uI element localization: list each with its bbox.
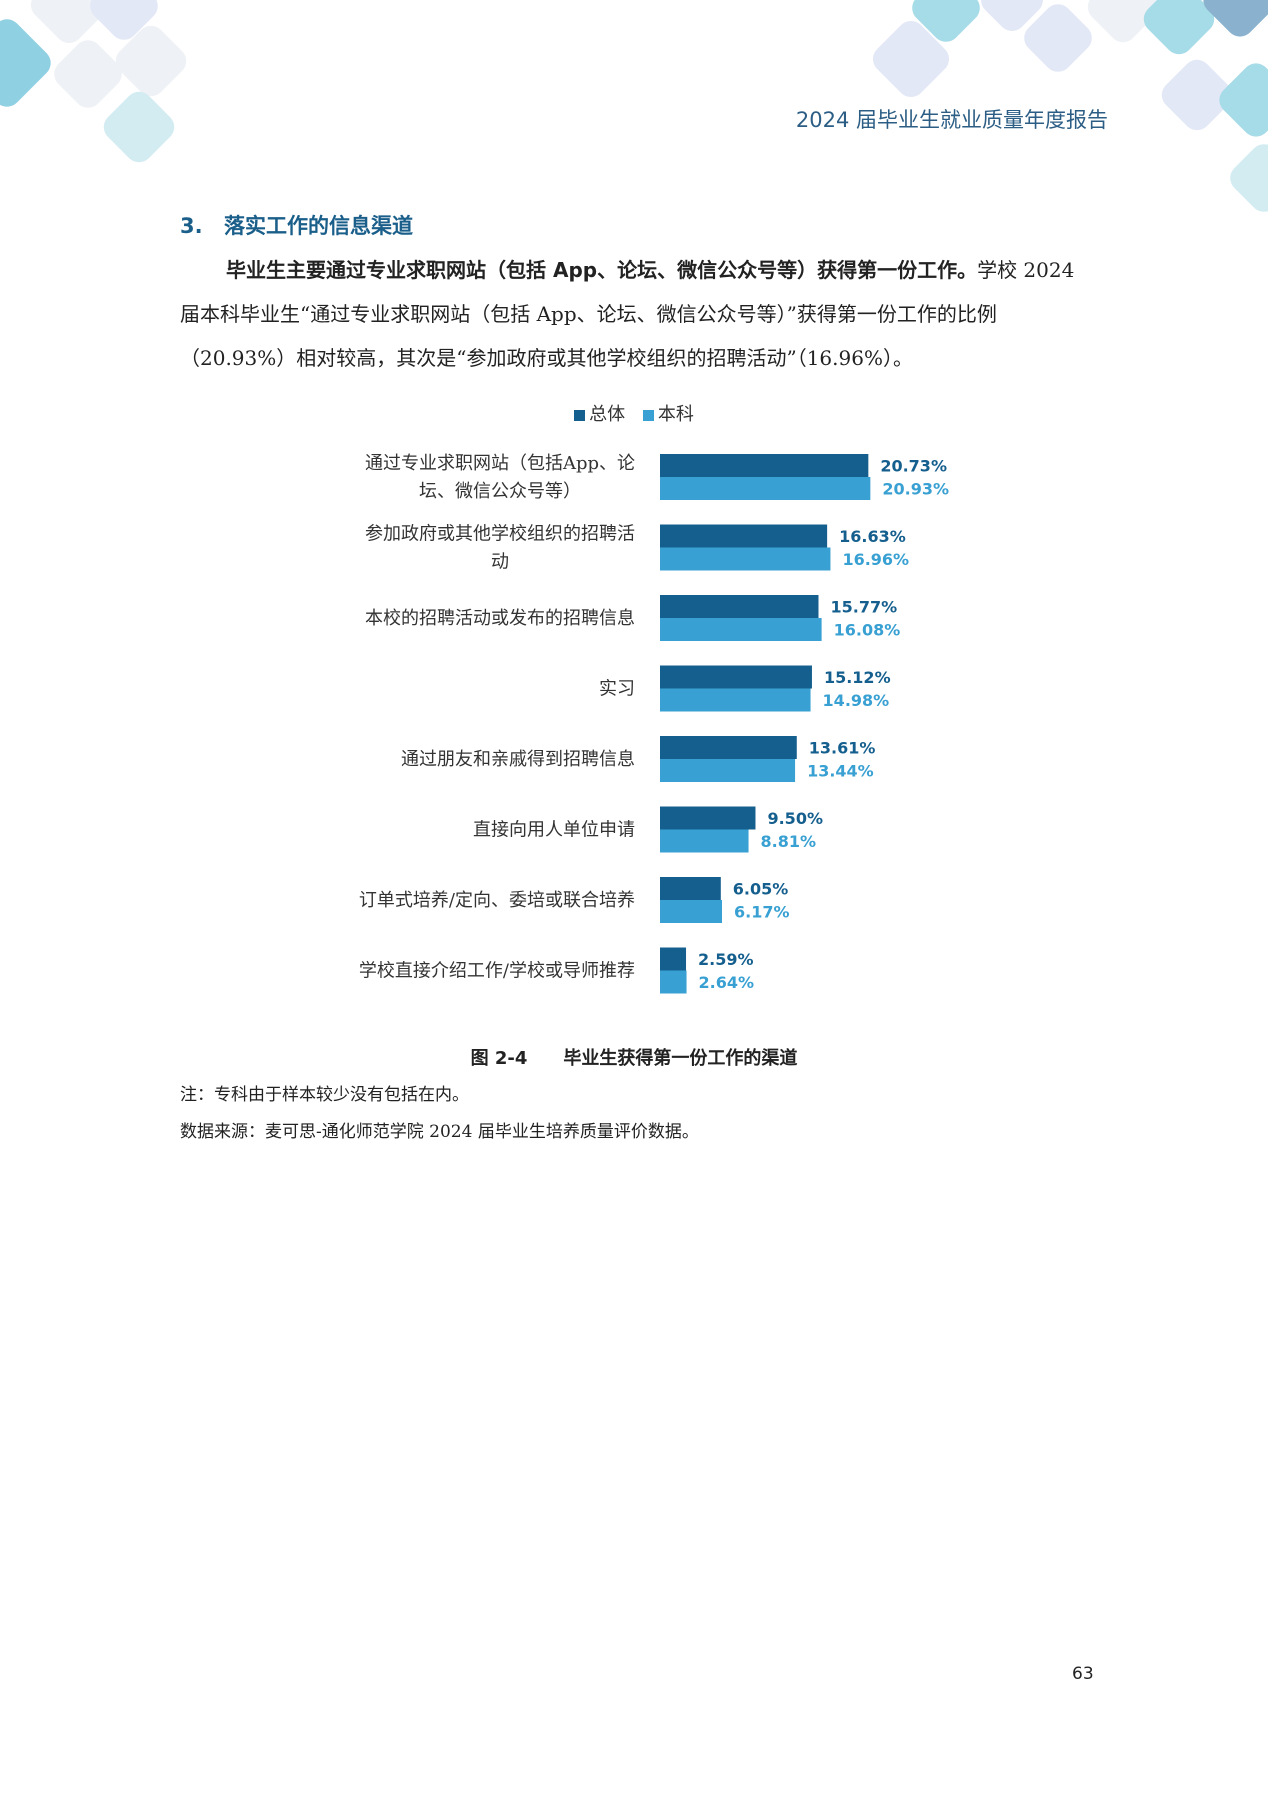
figure-title: 毕业生获得第一份工作的渠道 xyxy=(563,1048,798,1069)
bar-total xyxy=(660,595,819,618)
bar-undergrad xyxy=(660,618,822,641)
body-paragraph: 毕业生主要通过专业求职网站（包括 App、论坛、微信公众号等）获得第一份工作。学… xyxy=(180,248,1100,380)
figure-number: 图 2-4 xyxy=(470,1048,528,1069)
category-label: 参加政府或其他学校组织的招聘活 xyxy=(365,524,635,545)
bar-chart: 通过专业求职网站（包括App、论坛、微信公众号等） 20.73% 20.93% 参加政… xyxy=(359,453,949,994)
data-label-undergrad: 2.64% xyxy=(699,973,755,992)
bar-undergrad xyxy=(660,688,811,712)
bar-undergrad xyxy=(660,900,723,923)
data-label-undergrad: 16.08% xyxy=(834,621,901,640)
paragraph-lead: 毕业生主要通过专业求职网站（包括 App、论坛、微信公众号等）获得第一份工作。 xyxy=(226,258,978,282)
bar-total xyxy=(660,454,869,477)
bar-undergrad xyxy=(660,477,871,500)
data-label-undergrad: 8.81% xyxy=(761,832,817,851)
category-label: 订单式培养/定向、委培或联合培养 xyxy=(359,890,635,911)
data-label-total: 13.61% xyxy=(809,739,876,758)
bar-total xyxy=(660,947,687,971)
legend-item-undergrad: 本科 xyxy=(642,404,694,425)
data-label-total: 9.50% xyxy=(767,809,823,828)
bar-total xyxy=(660,877,721,900)
legend-swatch-total xyxy=(574,409,586,421)
category-label: 通过专业求职网站（包括App、论 xyxy=(365,453,635,474)
chart-legend: 总体 本科 xyxy=(0,400,1268,426)
legend-label-total: 总体 xyxy=(589,404,626,425)
data-label-total: 16.63% xyxy=(839,527,906,546)
data-label-total: 20.73% xyxy=(880,457,947,476)
legend-item-total: 总体 xyxy=(574,404,625,425)
data-label-undergrad: 16.96% xyxy=(842,550,909,569)
category-label: 本校的招聘活动或发布的招聘信息 xyxy=(365,608,635,629)
category-label: 实习 xyxy=(599,679,635,700)
bar-total xyxy=(660,665,812,689)
bar-total xyxy=(660,524,828,548)
legend-label-undergrad: 本科 xyxy=(657,404,694,425)
category-label: 坛、微信公众号等） xyxy=(419,481,581,502)
bar-total xyxy=(660,806,756,830)
data-label-undergrad: 13.44% xyxy=(807,762,874,781)
data-source: 数据来源：麦可思-通化师范学院 2024 届毕业生培养质量评价数据。 xyxy=(180,1122,699,1142)
category-label: 通过朋友和亲戚得到招聘信息 xyxy=(401,749,635,770)
category-label: 学校直接介绍工作/学校或导师推荐 xyxy=(359,961,635,982)
section-number: 3. xyxy=(180,214,203,238)
data-label-undergrad: 6.17% xyxy=(734,903,790,922)
running-header-title: 2024 届毕业生就业质量年度报告 xyxy=(795,108,1108,132)
category-label: 动 xyxy=(491,552,509,573)
bar-undergrad xyxy=(660,759,796,782)
category-label: 直接向用人单位申请 xyxy=(473,820,635,841)
legend-swatch-undergrad xyxy=(642,409,654,421)
bar-undergrad xyxy=(660,547,831,571)
data-label-total: 15.77% xyxy=(830,598,897,617)
data-label-undergrad: 14.98% xyxy=(823,691,890,710)
chart-note: 注：专科由于样本较少没有包括在内。 xyxy=(180,1085,469,1105)
data-label-total: 2.59% xyxy=(698,950,754,969)
data-label-total: 6.05% xyxy=(733,880,789,899)
paragraph-body: 学校 2024 届本科毕业生“通过专业求职网站（包括 App、论坛、微信公众号等… xyxy=(180,258,1075,370)
bar-undergrad xyxy=(660,970,687,994)
bar-undergrad xyxy=(660,829,749,853)
page-number: 63 xyxy=(1072,1664,1094,1684)
figure-caption: 图 2-4 毕业生获得第一份工作的渠道 xyxy=(0,1044,1268,1070)
section-title: 落实工作的信息渠道 xyxy=(224,214,413,238)
section-heading: 3. 落实工作的信息渠道 xyxy=(180,210,413,240)
data-label-undergrad: 20.93% xyxy=(882,480,949,499)
bar-total xyxy=(660,736,797,759)
data-label-total: 15.12% xyxy=(824,668,891,687)
